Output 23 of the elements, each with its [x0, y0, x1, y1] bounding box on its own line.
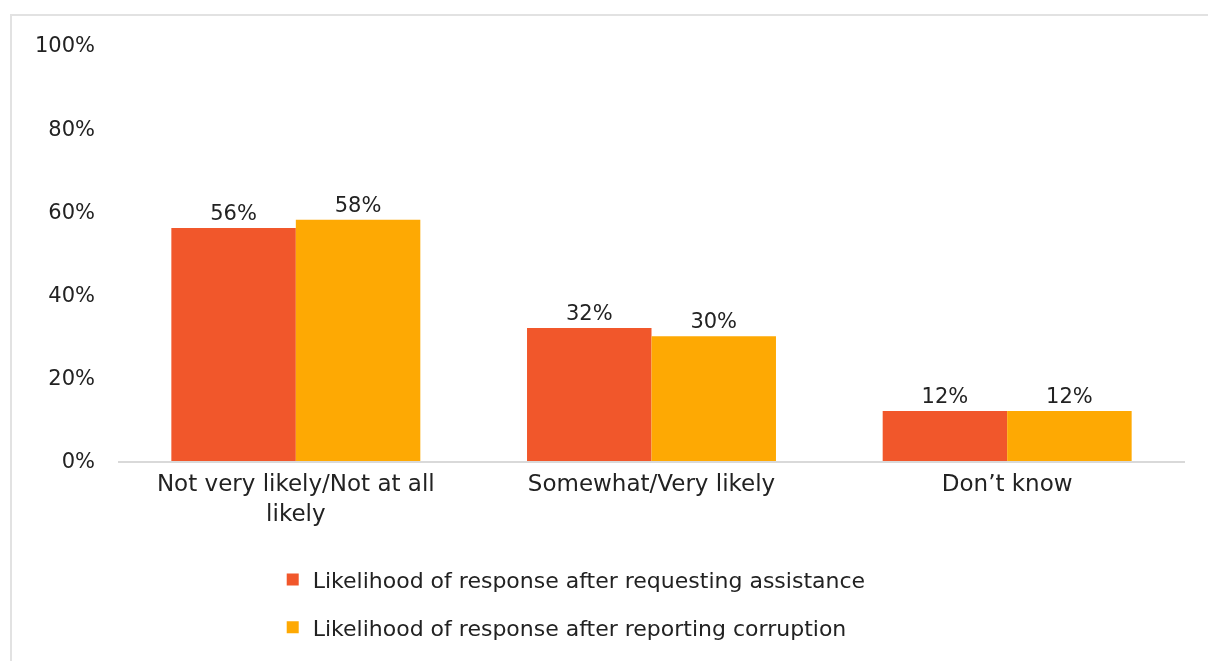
x-tick-label: Not very likely/Not at all likely: [156, 469, 435, 526]
x-tick-label: Don’t know: [941, 469, 1073, 496]
bar: [1007, 411, 1132, 461]
data-label: 58%: [334, 192, 382, 217]
y-tick-label: 100%: [34, 33, 95, 58]
y-tick-label: 0%: [61, 449, 95, 474]
bar: [171, 228, 296, 461]
bar: [651, 336, 776, 461]
bar: [882, 411, 1008, 461]
data-label: 30%: [690, 309, 738, 334]
y-tick-label: 20%: [48, 366, 95, 391]
legend-label: Likelihood of response after reporting corruption: [312, 615, 847, 641]
data-label: 12%: [1046, 384, 1093, 409]
legend-label: Likelihood of response after requesting assistance: [312, 568, 866, 594]
bar: [295, 219, 421, 461]
data-label: 32%: [565, 300, 613, 325]
y-tick-label: 60%: [48, 199, 95, 224]
bar: [527, 327, 652, 461]
data-label: 56%: [210, 201, 257, 226]
y-tick-label: 40%: [48, 282, 95, 307]
data-label: 12%: [921, 384, 969, 409]
x-tick-label: Somewhat/Very likely: [527, 469, 776, 496]
y-tick-label: 80%: [48, 116, 95, 141]
